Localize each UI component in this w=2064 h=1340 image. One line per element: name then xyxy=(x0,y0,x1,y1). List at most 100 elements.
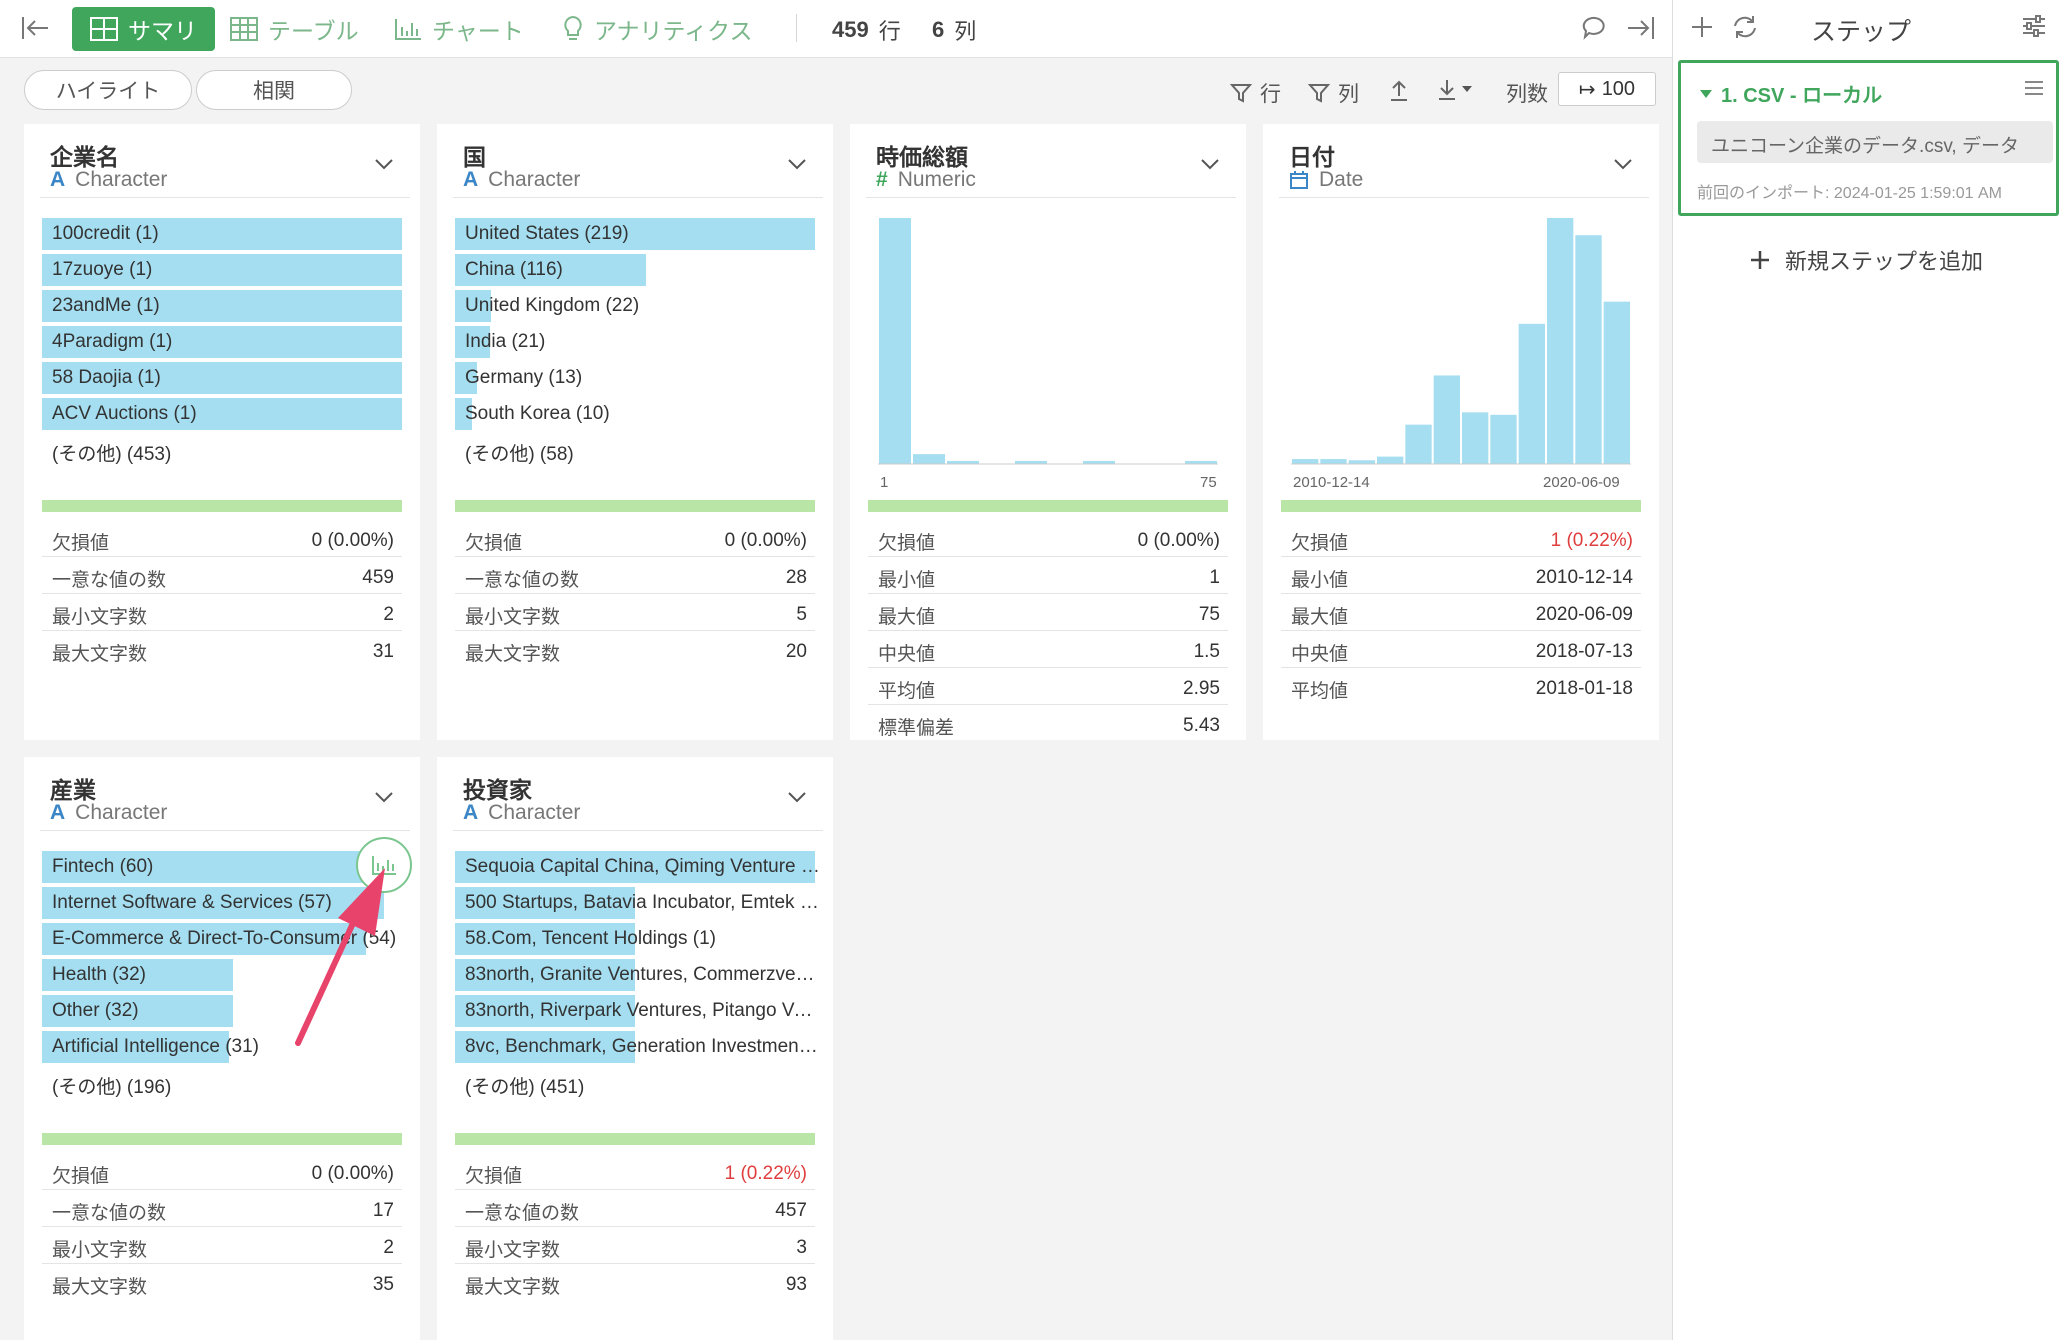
stat-label: 最小文字数 xyxy=(52,1240,148,1261)
histogram-bar[interactable] xyxy=(879,218,911,464)
table-summary-icon xyxy=(90,17,118,41)
tab-summary[interactable]: サマリ xyxy=(72,7,215,51)
category-bar-row[interactable]: Internet Software & Services (57) xyxy=(42,887,402,919)
histogram-bar[interactable] xyxy=(1462,412,1489,464)
column-card: 投資家 A Character Sequoia Capital China, Qi… xyxy=(437,757,833,1340)
category-bar-row[interactable]: (その他) (453) xyxy=(42,434,402,466)
category-bar-row[interactable]: ACV Auctions (1) xyxy=(42,398,402,430)
column-name: 投資家 xyxy=(463,777,532,803)
histogram-bar[interactable] xyxy=(1377,456,1404,464)
stat-row: 最大文字数 20 xyxy=(455,631,815,668)
histogram-bar[interactable] xyxy=(947,461,979,464)
histogram-bar[interactable] xyxy=(1518,323,1545,464)
col-filter-button[interactable]: 列 xyxy=(1308,78,1359,108)
col-count-input[interactable]: ↦ 100 xyxy=(1558,72,1656,106)
sort-down-icon[interactable] xyxy=(1436,78,1484,102)
histogram-bar[interactable] xyxy=(1015,461,1047,464)
category-bar-row[interactable]: 58 Daojia (1) xyxy=(42,362,402,394)
column-card: 企業名 A Character 100credit (1) 17zuoye (1) 2… xyxy=(24,124,420,740)
sort-up-icon[interactable] xyxy=(1388,78,1418,102)
category-bar-row[interactable]: 8vc, Benchmark, Generation Investment Ma… xyxy=(455,1031,821,1063)
histogram-bar[interactable] xyxy=(1292,459,1319,464)
histogram-bar[interactable] xyxy=(1320,459,1347,464)
category-bar-row[interactable]: Health (32) xyxy=(42,959,402,991)
stat-row: 最小文字数 2 xyxy=(42,594,402,631)
histogram-bar[interactable] xyxy=(1575,235,1602,464)
histogram-bar[interactable] xyxy=(1433,375,1460,464)
chevron-down-icon[interactable] xyxy=(374,791,394,803)
category-bar-row[interactable]: 500 Startups, Batavia Incubator, Emtek G… xyxy=(455,887,821,919)
category-bar-row[interactable]: (その他) (58) xyxy=(455,434,815,466)
category-bar-row[interactable]: United States (219) xyxy=(455,218,815,250)
stat-row: 最大文字数 31 xyxy=(42,631,402,668)
refresh-icon[interactable] xyxy=(1731,14,1759,45)
category-bar-row[interactable]: Other (32) xyxy=(42,995,402,1027)
chevron-down-icon[interactable] xyxy=(787,791,807,803)
menu-icon[interactable] xyxy=(2024,79,2044,102)
category-bar-row[interactable]: China (116) xyxy=(455,254,815,286)
stat-label: 最大値 xyxy=(1291,607,1349,628)
column-card: 国 A Character United States (219) China (1… xyxy=(437,124,833,740)
category-bar-row[interactable]: (その他) (451) xyxy=(455,1067,815,1099)
chevron-down-icon[interactable] xyxy=(1200,158,1220,170)
step-card[interactable]: 1. CSV - ローカル ユニコーン企業のデータ.csv, データ 前回のイン… xyxy=(1678,60,2059,216)
collapse-left-icon[interactable] xyxy=(20,15,50,41)
category-bar-row[interactable]: 58.Com, Tencent Holdings (1) xyxy=(455,923,815,955)
category-bar-row[interactable]: 83north, Riverpark Ventures, Pitango Ven… xyxy=(455,995,821,1027)
category-bar xyxy=(455,326,490,358)
correlation-button[interactable]: 相関 xyxy=(196,70,352,110)
row-filter-button[interactable]: 行 xyxy=(1230,78,1281,108)
add-step-button[interactable]: 新規ステップを追加 xyxy=(1749,244,1983,276)
category-bar xyxy=(455,218,815,250)
category-bar-row[interactable]: India (21) xyxy=(455,326,815,358)
histogram-bar[interactable] xyxy=(913,454,945,464)
histogram-bar[interactable] xyxy=(1185,461,1217,464)
divider xyxy=(40,197,410,198)
category-bar-row[interactable]: 100credit (1) xyxy=(42,218,402,250)
stat-label: 最小文字数 xyxy=(465,1240,561,1261)
category-bar-row[interactable]: 83north, Granite Ventures, Commerzventur… xyxy=(455,959,821,991)
caret-down-icon[interactable] xyxy=(1699,88,1713,100)
histogram-bar[interactable] xyxy=(1547,218,1574,464)
histogram[interactable] xyxy=(868,218,1228,468)
column-type-label: Date xyxy=(1319,168,1364,191)
comment-icon[interactable] xyxy=(1582,15,1608,41)
histogram-bar[interactable] xyxy=(1405,424,1432,464)
category-bar-row[interactable]: Sequoia Capital China, Qiming Venture Pa… xyxy=(455,851,821,883)
chevron-down-icon[interactable] xyxy=(374,158,394,170)
stat-value: 2018-07-13 xyxy=(1535,641,1633,662)
tab-table[interactable]: テーブル xyxy=(230,7,359,51)
settings-sliders-icon[interactable] xyxy=(2021,14,2047,43)
category-bar-row[interactable]: United Kingdom (22) xyxy=(455,290,815,322)
histogram-bar[interactable] xyxy=(1603,301,1630,464)
category-bar-row[interactable]: 23andMe (1) xyxy=(42,290,402,322)
chart-popup-button[interactable] xyxy=(356,837,412,893)
category-bar-row[interactable]: Fintech (60) xyxy=(42,851,402,883)
tab-analytics[interactable]: アナリティクス xyxy=(562,7,752,51)
category-bar-row[interactable]: South Korea (10) xyxy=(455,398,815,430)
lightbulb-icon xyxy=(564,15,582,40)
tab-chart[interactable]: チャート xyxy=(394,7,524,51)
histogram[interactable] xyxy=(1281,218,1641,468)
category-bar xyxy=(42,398,402,430)
chevron-down-icon[interactable] xyxy=(787,158,807,170)
category-bar-row[interactable]: E-Commerce & Direct-To-Consumer (54) xyxy=(42,923,402,955)
category-bar-row[interactable]: 4Paradigm (1) xyxy=(42,326,402,358)
histogram-bar[interactable] xyxy=(1348,460,1375,464)
stat-label: 最大文字数 xyxy=(465,644,561,665)
highlight-button[interactable]: ハイライト xyxy=(24,70,192,110)
histogram-bar[interactable] xyxy=(1083,461,1115,464)
chevron-down-icon[interactable] xyxy=(1613,158,1633,170)
row-count-unit: 行 xyxy=(878,19,901,44)
stat-label: 最大文字数 xyxy=(52,1277,148,1298)
histogram-bar[interactable] xyxy=(1490,414,1517,464)
category-bar-row[interactable]: Germany (13) xyxy=(455,362,815,394)
category-label: 500 Startups, Batavia Incubator, Emtek G… xyxy=(465,892,821,913)
category-bar-row[interactable]: (その他) (196) xyxy=(42,1067,402,1099)
stat-value: 1 xyxy=(1209,567,1220,588)
category-bar-row[interactable]: Artificial Intelligence (31) xyxy=(42,1031,402,1063)
expand-right-icon[interactable] xyxy=(1626,15,1656,41)
axis-min-label: 2010-12-14 xyxy=(1293,474,1370,491)
category-bar-row[interactable]: 17zuoye (1) xyxy=(42,254,402,286)
add-icon[interactable] xyxy=(1689,14,1715,45)
